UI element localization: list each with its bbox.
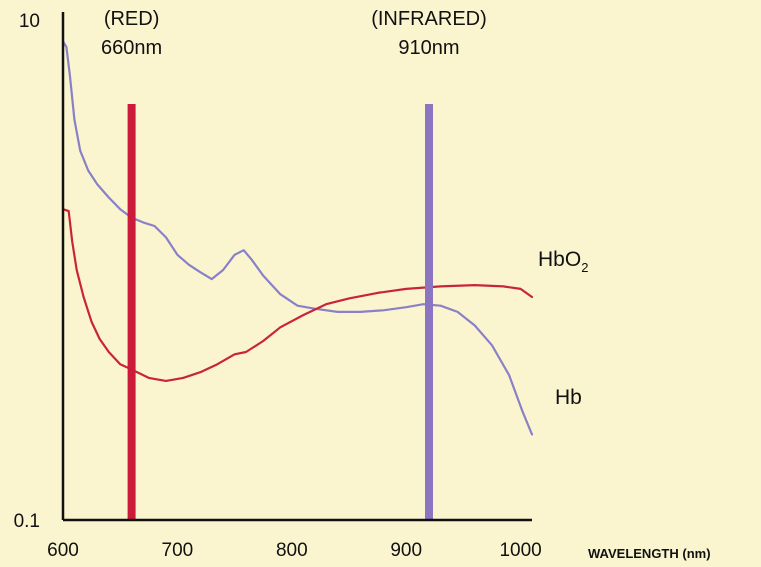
x-tick-label-900: 900 [390, 540, 422, 561]
series-label-hb: Hb [555, 386, 582, 409]
x-tick-label-800: 800 [276, 540, 308, 561]
series-label-hbo2-main: HbO [538, 248, 581, 271]
axes-group [61, 12, 532, 522]
marker-label-line2-660: 660nm [101, 37, 162, 59]
marker-label-line1-660: (RED) [104, 8, 160, 30]
marker-label-line2-920: 910nm [398, 37, 459, 59]
series-group [61, 40, 534, 436]
marker-labels: (RED) 660nm (INFRARED) 910nm [101, 8, 487, 59]
wavelength-markers [127, 104, 433, 520]
x-tick-label-600: 600 [47, 540, 79, 561]
y-tick-label-0.1: 0.1 [14, 511, 40, 532]
series-line-hbo2 [61, 208, 534, 382]
tick-labels: 600 700 800 900 1000 0.1 10 [14, 11, 542, 561]
series-labels: HbO2 Hb [538, 248, 588, 409]
x-tick-label-700: 700 [162, 540, 194, 561]
marker-bar-660 [127, 104, 136, 520]
y-tick-label-10: 10 [19, 11, 40, 32]
marker-label-line1-920: (INFRARED) [371, 8, 487, 30]
series-label-hbo2: HbO2 [538, 248, 588, 275]
series-line-hb [61, 40, 534, 436]
marker-bar-920 [425, 104, 433, 520]
x-tick-label-1000: 1000 [499, 540, 541, 561]
series-label-hbo2-sub: 2 [581, 260, 588, 275]
x-axis-title: WAVELENGTH (nm) [588, 546, 711, 561]
